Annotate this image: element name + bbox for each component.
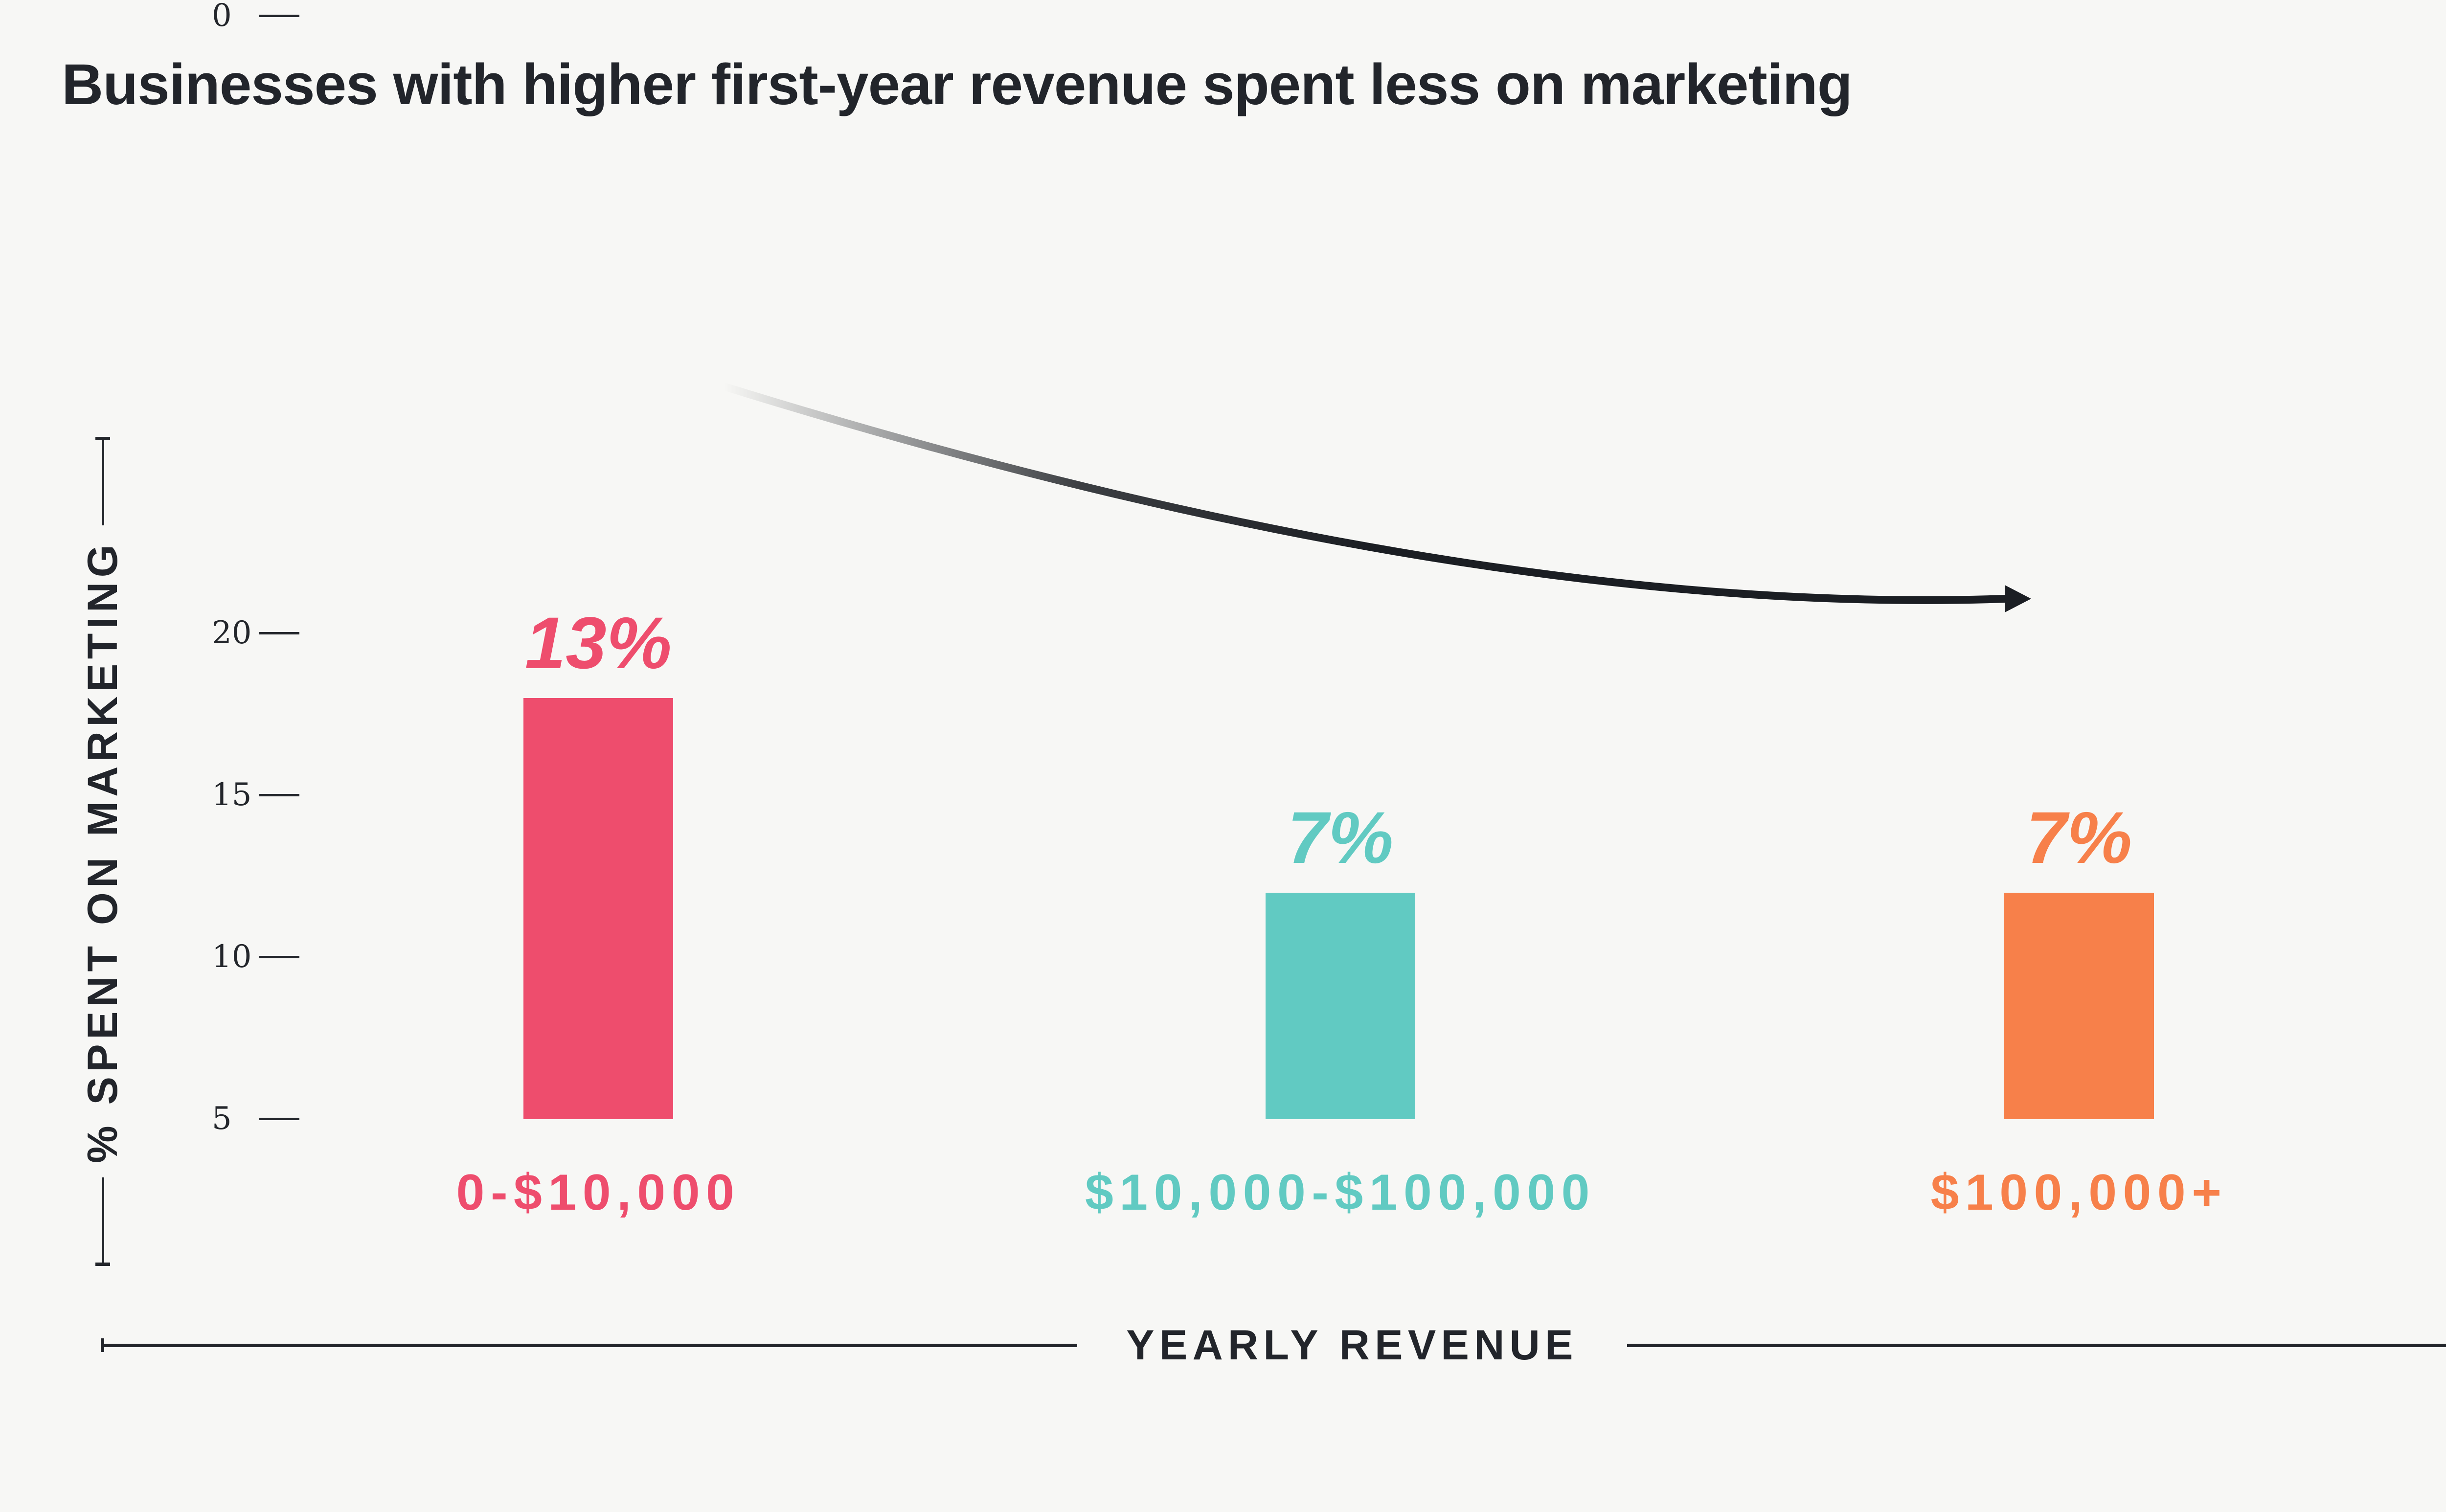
bar-1	[1266, 893, 1415, 1119]
bar-category-2: $100,000+	[1930, 1164, 2228, 1221]
tick-label-15: 15	[212, 777, 252, 813]
tick-dash	[259, 1117, 299, 1120]
chart-title: Businesses with higher first-year revenu…	[62, 52, 1853, 117]
tick-row-15: 15	[212, 779, 339, 811]
trend-arrow-curve	[723, 383, 2006, 604]
bar-0	[523, 698, 673, 1119]
bar-2	[2004, 893, 2154, 1119]
bar-value-2: 7%	[2026, 796, 2132, 879]
y-axis-line-bottom	[101, 1177, 104, 1263]
x-axis: YEARLY REVENUE	[101, 1322, 2446, 1369]
tick-label-0: 0	[212, 0, 232, 34]
y-axis: % SPENT ON MARKETING	[79, 437, 126, 1266]
y-axis-top-cap	[95, 437, 110, 440]
tick-dash	[259, 793, 299, 796]
tick-row-20: 20	[212, 617, 339, 649]
tick-dash	[259, 632, 299, 634]
x-axis-left-cap	[101, 1338, 104, 1352]
tick-dash	[259, 955, 299, 958]
tick-label-20: 20	[212, 615, 252, 651]
tick-dash	[259, 14, 299, 17]
bar-category-1: $10,000-$100,000	[1085, 1164, 1596, 1221]
x-axis-line-right	[1627, 1343, 2446, 1347]
trend-arrow-head	[2005, 585, 2031, 612]
bar-value-0: 13%	[524, 602, 672, 684]
tick-label-10: 10	[212, 939, 252, 975]
tick-row-5: 5	[212, 1103, 339, 1134]
tick-row-10: 10	[212, 941, 339, 972]
y-axis-label: % SPENT ON MARKETING	[79, 540, 126, 1163]
x-axis-line-left	[104, 1343, 1078, 1347]
tick-row-0: 0	[212, 0, 339, 31]
bar-value-1: 7%	[1287, 796, 1394, 879]
tick-label-5: 5	[212, 1101, 232, 1137]
bar-category-0: 0-$10,000	[456, 1164, 741, 1221]
x-axis-label: YEARLY REVENUE	[1126, 1321, 1578, 1369]
y-axis-bottom-cap	[95, 1263, 110, 1266]
y-axis-line-top	[101, 440, 104, 525]
